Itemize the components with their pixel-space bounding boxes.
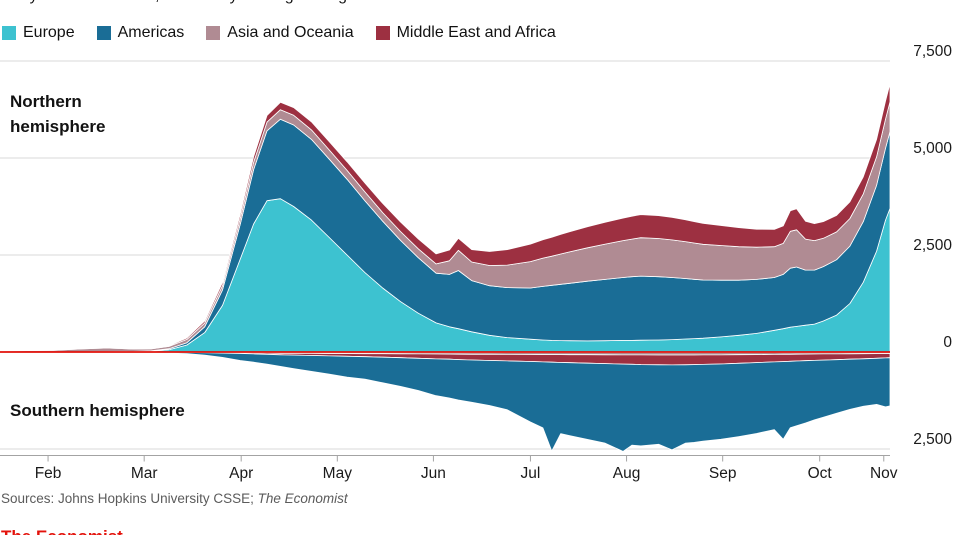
svg-text:Nov: Nov — [870, 465, 898, 482]
northern-hemisphere-label-line2: hemisphere — [10, 116, 106, 136]
sources-prefix: Sources: Johns Hopkins University CSSE; — [1, 491, 258, 506]
sources-line: Sources: Johns Hopkins University CSSE; … — [1, 491, 348, 506]
svg-text:Jul: Jul — [521, 465, 541, 482]
svg-text:0: 0 — [943, 334, 952, 351]
asia-oceania-swatch-icon — [206, 26, 221, 40]
middle-east-africa-swatch-icon — [375, 26, 390, 40]
europe-swatch-icon — [2, 26, 16, 40]
svg-text:May: May — [323, 465, 353, 482]
northern-hemisphere-label: Northern hemisphere — [10, 90, 105, 139]
svg-text:Sep: Sep — [709, 465, 737, 482]
legend-item-middle-east-africa: Middle East and Africa — [375, 24, 556, 42]
northern-hemisphere-label-line1: Northern — [10, 92, 82, 111]
svg-text:Aug: Aug — [613, 465, 641, 482]
legend: Europe Americas Asia and Oceania Middle … — [2, 24, 556, 42]
americas-swatch-icon — [96, 26, 111, 40]
legend-label-americas: Americas — [117, 24, 185, 41]
legend-item-europe: Europe — [2, 24, 75, 42]
svg-text:Feb: Feb — [35, 465, 62, 482]
svg-text:5,000: 5,000 — [913, 140, 952, 157]
legend-label-europe: Europe — [23, 24, 75, 41]
svg-text:Mar: Mar — [131, 465, 158, 482]
legend-item-americas: Americas — [96, 24, 185, 42]
svg-text:Apr: Apr — [229, 465, 253, 482]
svg-text:Jun: Jun — [421, 465, 446, 482]
economist-brand-clipped: The Economist — [1, 527, 123, 535]
svg-text:Oct: Oct — [808, 465, 833, 482]
legend-item-asia-oceania: Asia and Oceania — [206, 24, 354, 42]
svg-text:7,500: 7,500 — [913, 43, 952, 60]
legend-label-middle-east-africa: Middle East and Africa — [396, 24, 556, 41]
sources-economist: The Economist — [257, 491, 348, 506]
southern-hemisphere-label: Southern hemisphere — [10, 401, 185, 420]
svg-text:2,500: 2,500 — [913, 431, 952, 448]
chart-title-clipped: Daily covid-19 deaths, seven-day moving … — [2, 0, 356, 5]
legend-label-asia-oceania: Asia and Oceania — [227, 24, 354, 41]
svg-text:2,500: 2,500 — [913, 237, 952, 254]
